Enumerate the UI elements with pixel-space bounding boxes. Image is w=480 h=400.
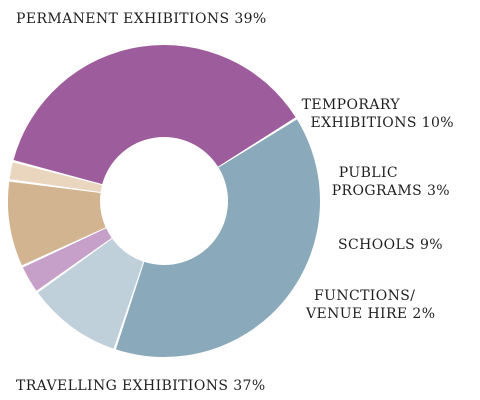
donut-slice-3 — [7, 181, 106, 266]
donut-slice-1 — [37, 238, 144, 349]
label-temporary-exhibitions: TEMPORARY EXHIBITIONS 10% — [301, 97, 454, 131]
label-travelling-exhibitions: TRAVELLING EXHIBITIONS 37% — [16, 378, 266, 394]
donut-slice-2 — [22, 228, 112, 291]
label-public-programs: PUBLIC PROGRAMS 3% — [331, 165, 450, 199]
label-functions-venue-hire: FUNCTIONS/ VENUE HIRE 2% — [306, 288, 436, 322]
donut-slice-5 — [13, 45, 296, 185]
donut-slice-0 — [115, 119, 320, 358]
label-permanent-exhibitions: PERMANENT EXHIBITIONS 39% — [16, 11, 267, 27]
donut-slice-4 — [9, 162, 102, 193]
label-schools: SCHOOLS 9% — [338, 237, 444, 253]
